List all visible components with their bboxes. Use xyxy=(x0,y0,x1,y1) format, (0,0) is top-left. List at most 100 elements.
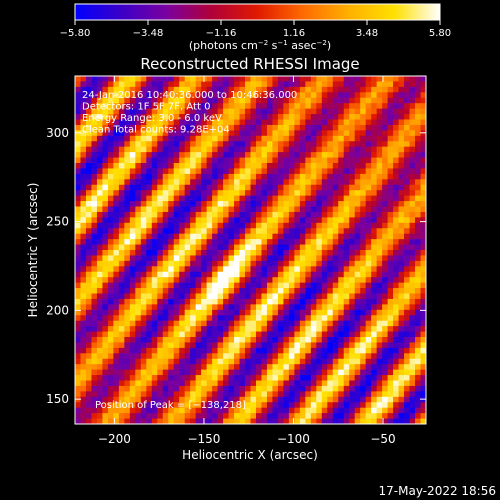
heatmap-cell xyxy=(382,222,389,229)
heatmap-cell xyxy=(223,146,229,153)
heatmap-cell xyxy=(321,353,328,360)
heatmap-cell xyxy=(91,239,98,245)
heatmap-cell xyxy=(217,353,224,360)
heatmap-cell xyxy=(338,250,345,256)
heatmap-cell xyxy=(91,250,98,256)
heatmap-cell xyxy=(266,179,273,186)
heatmap-cell xyxy=(157,282,164,289)
heatmap-cell xyxy=(305,347,312,354)
heatmap-cell xyxy=(393,168,399,175)
heatmap-cell xyxy=(201,255,208,262)
heatmap-cell xyxy=(299,173,306,180)
heatmap-cell xyxy=(245,168,251,175)
heatmap-cell xyxy=(332,173,339,180)
colorbar-tick-label: −3.48 xyxy=(133,28,164,39)
heatmap-cell xyxy=(190,320,197,327)
heatmap-cell xyxy=(338,135,345,142)
heatmap-cell xyxy=(140,184,147,191)
heatmap-cell xyxy=(327,369,334,376)
heatmap-cell xyxy=(261,141,268,148)
heatmap-cell xyxy=(107,222,114,229)
heatmap-cell xyxy=(288,402,295,409)
heatmap-cell xyxy=(371,288,378,294)
heatmap-cell xyxy=(151,385,158,392)
heatmap-cell xyxy=(146,124,153,131)
heatmap-cell xyxy=(239,298,246,305)
heatmap-cell xyxy=(272,195,279,202)
heatmap-cell xyxy=(75,418,81,424)
heatmap-cell xyxy=(310,201,317,207)
heatmap-cell xyxy=(162,217,169,224)
heatmap-cell xyxy=(245,244,251,251)
heatmap-cell xyxy=(173,353,180,360)
heatmap-cell xyxy=(387,157,394,164)
heatmap-cell xyxy=(371,260,378,267)
heatmap-cell xyxy=(299,168,306,175)
heatmap-cell xyxy=(91,353,98,360)
heatmap-cell xyxy=(272,173,279,180)
heatmap-cell xyxy=(376,195,383,202)
heatmap-cell xyxy=(146,298,153,305)
heatmap-cell xyxy=(360,413,367,419)
heatmap-cell xyxy=(102,413,109,419)
heatmap-cell xyxy=(113,402,120,409)
heatmap-cell xyxy=(75,271,81,278)
heatmap-cell xyxy=(382,179,389,186)
heatmap-cell xyxy=(118,92,125,99)
heatmap-cell xyxy=(365,271,372,278)
heatmap-cell xyxy=(387,380,394,387)
heatmap-cell xyxy=(294,244,301,251)
heatmap-cell xyxy=(288,250,295,256)
heatmap-cell xyxy=(365,315,372,322)
heatmap-cell xyxy=(80,81,87,88)
heatmap-cell xyxy=(113,353,120,360)
heatmap-cell xyxy=(80,222,87,229)
heatmap-cell xyxy=(266,228,273,235)
heatmap-cell xyxy=(354,81,361,88)
heatmap-cell xyxy=(316,244,323,251)
heatmap-cell xyxy=(157,103,164,110)
heatmap-cell xyxy=(354,157,361,164)
heatmap-cell xyxy=(234,222,240,229)
heatmap-cell xyxy=(124,239,131,245)
heatmap-cell xyxy=(234,184,240,191)
heatmap-cell xyxy=(288,217,295,224)
heatmap-cell xyxy=(129,201,136,207)
heatmap-cell xyxy=(261,277,268,284)
heatmap-cell xyxy=(321,152,328,158)
heatmap-cell xyxy=(360,347,367,354)
heatmap-cell xyxy=(118,124,125,131)
heatmap-cell xyxy=(96,337,103,343)
heatmap-cell xyxy=(360,380,367,387)
heatmap-cell xyxy=(129,402,136,409)
heatmap-cell xyxy=(382,277,389,284)
heatmap-cell xyxy=(107,119,114,126)
heatmap-cell xyxy=(360,146,367,153)
heatmap-cell xyxy=(212,413,218,419)
heatmap-cell xyxy=(299,81,306,88)
heatmap-cell xyxy=(360,293,367,300)
heatmap-cell xyxy=(245,315,251,322)
heatmap-cell xyxy=(343,385,350,392)
heatmap-cell xyxy=(305,184,312,191)
heatmap-cell xyxy=(179,119,186,126)
heatmap-cell xyxy=(206,271,213,278)
heatmap-cell xyxy=(195,201,202,207)
heatmap-cell xyxy=(151,396,158,403)
heatmap-cell xyxy=(234,239,240,245)
heatmap-cell xyxy=(168,288,175,294)
heatmap-cell xyxy=(91,260,98,267)
heatmap-cell xyxy=(179,146,186,153)
heatmap-cell xyxy=(398,347,405,354)
heatmap-cell xyxy=(371,108,378,115)
heatmap-cell xyxy=(321,320,328,327)
heatmap-cell xyxy=(382,119,389,126)
heatmap-cell xyxy=(343,282,350,289)
heatmap-cell xyxy=(272,108,279,115)
heatmap-cell xyxy=(261,206,268,213)
heatmap-cell xyxy=(365,375,372,381)
heatmap-cell xyxy=(239,228,246,235)
heatmap-cell xyxy=(283,195,290,202)
heatmap-cell xyxy=(206,315,213,322)
heatmap-cell xyxy=(184,375,191,381)
